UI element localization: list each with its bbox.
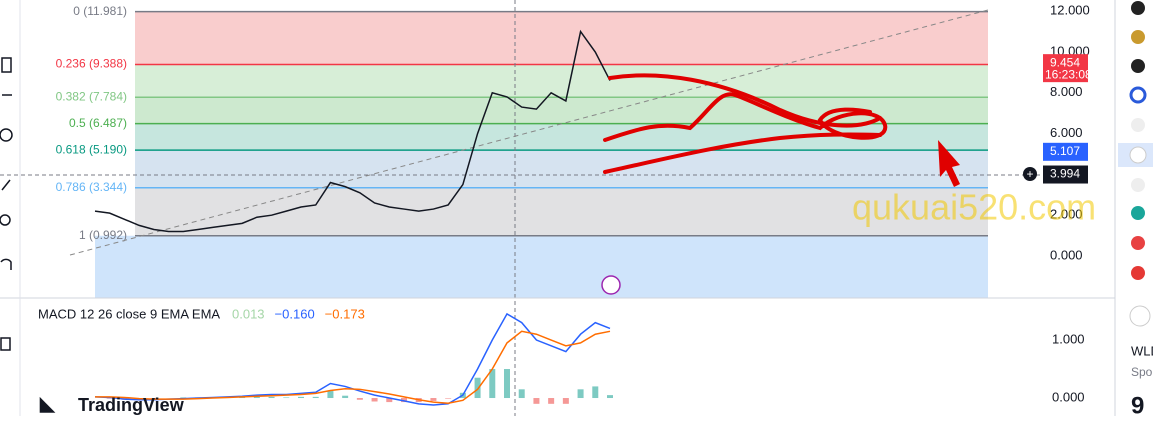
coin-icon[interactable] xyxy=(1131,30,1145,44)
coin-icon[interactable] xyxy=(1131,118,1145,132)
macd-histogram xyxy=(518,389,525,399)
price-tick-label: 12.000 xyxy=(1050,3,1090,18)
macd-histogram xyxy=(327,391,334,399)
price-tag-label: 5.107 xyxy=(1050,144,1080,158)
coin-icon[interactable] xyxy=(1131,236,1145,250)
fib-zone xyxy=(135,150,988,188)
macd-histogram xyxy=(283,397,290,399)
macd-histogram xyxy=(106,398,113,399)
macd-histogram xyxy=(577,389,584,399)
price-tag-label: 3.994 xyxy=(1050,167,1080,181)
macd-histogram xyxy=(253,396,260,399)
watchlist-icons xyxy=(1118,1,1153,327)
macd-histogram xyxy=(312,396,319,399)
coin-icon[interactable] xyxy=(1131,178,1145,192)
macd-histogram xyxy=(592,386,599,399)
macd-histogram xyxy=(401,398,407,403)
macd-histogram xyxy=(371,398,378,402)
price-tick-label: 6.000 xyxy=(1050,125,1083,140)
coin-icon[interactable] xyxy=(1131,266,1145,280)
price-tick-label: 0.000 xyxy=(1050,247,1083,262)
sidebar-symbol: WLD xyxy=(1131,343,1153,358)
tool-icon[interactable] xyxy=(1,179,11,191)
price-tag-time: 16:23:08 xyxy=(1045,67,1092,81)
annotation-stroke xyxy=(603,92,888,142)
price-tag xyxy=(1043,54,1088,83)
macd-histogram xyxy=(607,395,613,399)
macd-histogram xyxy=(342,395,349,399)
toolbar xyxy=(0,57,13,351)
macd-legend-value: −0.160 xyxy=(275,306,315,321)
fib-zone xyxy=(95,235,988,298)
tool-icon[interactable] xyxy=(0,128,13,142)
macd-signal-line xyxy=(95,330,611,404)
macd-histogram xyxy=(150,398,157,399)
sidebar-sub: Spo xyxy=(1131,365,1153,379)
macd-tick-label: 0.000 xyxy=(1052,389,1085,404)
fib-zone xyxy=(135,64,988,98)
macd-histogram xyxy=(268,396,275,399)
annotation-stroke xyxy=(608,73,882,128)
macd-histogram xyxy=(445,398,452,399)
macd-histogram xyxy=(562,398,569,404)
add-button-icon[interactable]: + xyxy=(1026,167,1033,181)
macd-histogram xyxy=(180,397,187,399)
fib-zone xyxy=(135,187,988,236)
macd-histogram xyxy=(489,369,496,399)
sidebar-number: 9 xyxy=(1131,392,1144,416)
event-icon[interactable] xyxy=(601,275,621,295)
macd-histogram xyxy=(356,398,363,400)
annotation xyxy=(603,73,888,174)
logo-icon: ◣ xyxy=(39,394,56,415)
macd-legend-value: 0.013 xyxy=(232,306,265,321)
coin-icon[interactable] xyxy=(1131,206,1145,220)
coin-icon[interactable] xyxy=(1129,86,1147,104)
macd-histogram xyxy=(239,397,246,399)
fib-label: 0 (11.981) xyxy=(73,4,127,18)
fib-label: 1 (0.992) xyxy=(79,228,127,242)
macd-tick-label: 1.000 xyxy=(1052,331,1085,346)
cursor-arrow xyxy=(938,140,960,187)
macd-histogram xyxy=(298,396,304,399)
price-tag-label: 9.454 xyxy=(1050,55,1080,69)
tool-icon[interactable] xyxy=(0,214,11,226)
coin-icon[interactable] xyxy=(1129,146,1147,164)
macd-histogram xyxy=(386,398,393,403)
price-tag xyxy=(1043,165,1088,184)
fib-label: 0.618 (5.190) xyxy=(56,142,127,156)
fib-zone xyxy=(135,11,988,65)
macd-histogram xyxy=(430,398,437,401)
coin-icon[interactable] xyxy=(1131,1,1145,15)
fib-label: 0.382 (7.784) xyxy=(56,89,127,103)
macd-histogram xyxy=(548,398,555,404)
macd-legend-value: −0.173 xyxy=(325,306,365,321)
tool-icon[interactable] xyxy=(0,337,11,351)
annotation-stroke xyxy=(603,132,882,174)
macd-histogram xyxy=(474,377,481,399)
price-tick-label: 2.000 xyxy=(1050,207,1083,222)
add-button[interactable] xyxy=(1023,167,1037,181)
price-tick-label: 8.000 xyxy=(1050,84,1083,99)
fib-label: 0.236 (9.388) xyxy=(56,57,127,71)
tool-icon[interactable] xyxy=(0,258,12,270)
macd-label: MACD 12 26 close 9 EMA EMA xyxy=(38,306,220,321)
logo: TradingView xyxy=(78,395,185,415)
watermark: qukuai520.com xyxy=(852,187,1096,228)
fib-label: 0.786 (3.344) xyxy=(56,180,127,194)
tool-icon[interactable] xyxy=(1,57,12,73)
price-line xyxy=(94,29,611,233)
price-tag xyxy=(1043,142,1088,161)
macd-histogram xyxy=(533,398,540,404)
macd-histogram xyxy=(504,369,510,399)
coin-icon[interactable] xyxy=(1131,59,1145,73)
fib-label: 0.5 (6.487) xyxy=(69,116,127,130)
coin-icon[interactable] xyxy=(1129,305,1151,327)
